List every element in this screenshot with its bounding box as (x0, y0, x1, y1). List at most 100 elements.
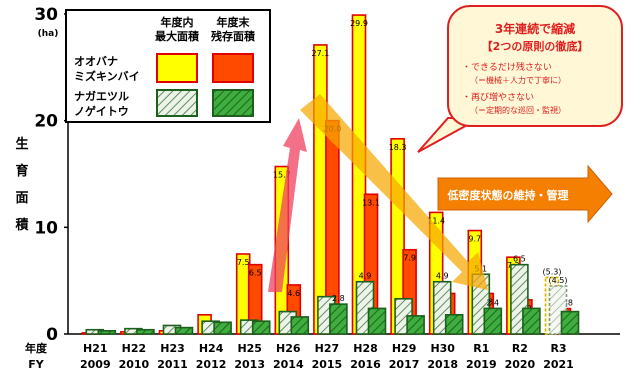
x-tick-labels: H21 2009 H22 2010 H23 2011 H24 2012 H25 2013 H26 20… (80, 342, 574, 371)
x-tick-label-era: H22 (122, 342, 147, 355)
y-tick-label: 20 (34, 112, 58, 132)
x-tick-label-era: H21 (83, 342, 108, 355)
bar-value-label: 6.5 (249, 269, 262, 278)
bar-value-label: 29.9 (350, 19, 368, 28)
legend-swatch-oo-max (156, 53, 198, 83)
bar-na_end-r1 (483, 307, 503, 335)
legend-text-line: オオバナ (74, 55, 118, 68)
x-tick-label-fy: 2012 (196, 358, 227, 371)
banner: 低密度状態の維持・管理 (437, 164, 613, 224)
bar-na_end-h25 (251, 320, 271, 335)
x-tick-label-fy: 2016 (350, 358, 381, 371)
x-tick-label-fy: 2020 (505, 358, 536, 371)
callout: 3年連続で縮減 【2つの原則の徹底】 ・できるだけ残さない （＝機械＋人力で丁寧… (417, 5, 623, 153)
bar-value-label: 13.1 (362, 198, 380, 207)
x-tick-label-fy: 2021 (543, 358, 574, 371)
x-tick-label-era: H24 (199, 342, 224, 355)
bar-value-label: 6.5 (513, 255, 526, 264)
legend-swatch-na-max (156, 89, 198, 117)
x-tick-label-era: R1 (473, 342, 489, 355)
y-tick-label: 10 (34, 218, 58, 238)
banner-text: 低密度状態の維持・管理 (447, 188, 569, 202)
bar-value-label: 4.6 (287, 289, 300, 298)
bar-oo_max-h27 (313, 44, 328, 335)
bar-value-label: (5.3) (543, 267, 562, 276)
bar-na_end-h26 (290, 316, 310, 335)
x-tick-label-era: R3 (550, 342, 566, 355)
callout-bullet2: ・再び増やさない (462, 91, 534, 103)
x-tick-label-fy: 2009 (80, 358, 111, 371)
bar-value-label: 4.9 (436, 272, 449, 281)
bar-value-label: 9.7 (468, 235, 481, 244)
bar-value-label: 27.1 (311, 49, 329, 58)
x-tick-label-era: H26 (276, 342, 301, 355)
x-tick-label-era: H27 (315, 342, 340, 355)
x-tick-label-fy: 2017 (389, 358, 420, 371)
x-tick-label-fy: 2014 (273, 358, 304, 371)
bar-value-label: 11.4 (427, 216, 445, 225)
bar-na_end-r3 (560, 310, 580, 335)
legend-text-line: 残存面積 (211, 29, 256, 43)
legend-text-line: 年度末 (217, 15, 251, 29)
bar-na_end-h24 (213, 321, 232, 335)
x-tick-label-fy: 2015 (312, 358, 343, 371)
bar-value-label: 4.9 (359, 272, 372, 281)
bar-value-label: 7.9 (403, 254, 416, 263)
x-row-label-fy: FY (28, 358, 45, 371)
bar-value-label: 7.5 (237, 258, 250, 267)
legend-text-line: ミズキンバイ (74, 69, 140, 83)
callout-box (447, 5, 623, 127)
bar-value-label: 2.8 (332, 294, 345, 303)
x-tick-label-era: H30 (430, 342, 455, 355)
callout-bullet2-detail: （＝定期的な巡回・監視） (470, 105, 566, 115)
x-tick-label-fy: 2018 (427, 358, 458, 371)
y-ticks: 0 10 20 30 (34, 5, 68, 345)
bar-value-label: (4.5) (549, 276, 568, 285)
bar-na_end-r2 (522, 307, 541, 335)
callout-title: 3年連続で縮減 (495, 21, 575, 36)
x-tick-label-fy: 2013 (234, 358, 265, 371)
legend-text-line: 最大面積 (155, 29, 200, 43)
legend-text-line: 年度内 (161, 15, 194, 29)
callout-bullet1: ・できるだけ残さない (462, 61, 552, 73)
legend-text-line: ノゲイトウ (74, 104, 129, 118)
bar-value-label: 15.7 (273, 171, 291, 180)
decrease-trend-arrow (300, 94, 488, 290)
bar-na_end-h28 (367, 307, 387, 335)
banner-arrow (437, 164, 613, 224)
bar-na_end-h22 (136, 328, 155, 335)
bar-na_end-h30 (444, 313, 464, 335)
y-tick-label: 0 (46, 325, 58, 345)
bar-value-label: 2.4 (486, 298, 499, 307)
callout-bullet1-detail: （＝機械＋人力で丁寧に） (470, 75, 566, 85)
y-axis-unit: (ha) (38, 29, 59, 39)
legend-swatch-oo-end (212, 53, 254, 83)
y-tick-label: 30 (34, 5, 58, 25)
increase-arrow (268, 118, 307, 292)
x-tick-label-era: H25 (237, 342, 262, 355)
bar-na_end-h23 (174, 326, 194, 335)
y-axis-label-char: 生 (15, 136, 28, 152)
bar-value-label: 18.3 (389, 143, 407, 152)
bar-na_end-h21 (97, 329, 117, 335)
bar-na_end-h29 (406, 315, 425, 335)
x-tick-label-era: H28 (353, 342, 378, 355)
x-tick-label-era: H23 (160, 342, 185, 355)
x-tick-label-era: H29 (392, 342, 417, 355)
y-axis-label-char: 積 (14, 217, 29, 233)
x-tick-label-fy: 2011 (157, 358, 188, 371)
x-tick-label-era: R2 (512, 342, 528, 355)
legend-text-line: ナガエツル (74, 89, 129, 103)
callout-subtitle: 【2つの原則の徹底】 (482, 39, 589, 53)
y-axis-label-char: 面 (15, 191, 28, 206)
x-row-label-era: 年度 (25, 341, 48, 355)
x-tick-label-fy: 2010 (119, 358, 150, 371)
x-tick-label-fy: 2019 (466, 358, 497, 371)
